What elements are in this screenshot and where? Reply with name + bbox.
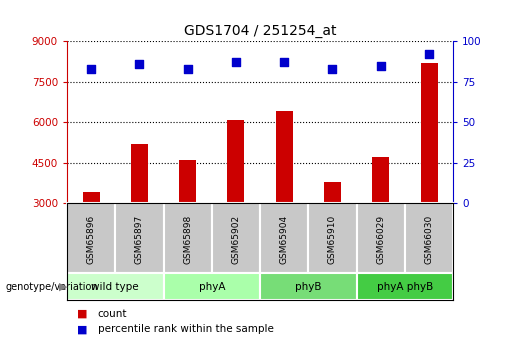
Text: percentile rank within the sample: percentile rank within the sample — [98, 324, 274, 334]
Text: GSM65902: GSM65902 — [231, 215, 241, 264]
Bar — [308, 203, 356, 273]
Text: GSM65910: GSM65910 — [328, 215, 337, 264]
Bar — [405, 203, 453, 273]
Text: GSM65898: GSM65898 — [183, 215, 192, 264]
Text: GSM65897: GSM65897 — [135, 215, 144, 264]
Bar — [163, 203, 212, 273]
Bar — [372, 157, 389, 203]
Bar — [163, 273, 260, 300]
Title: GDS1704 / 251254_at: GDS1704 / 251254_at — [184, 23, 336, 38]
Text: GSM66030: GSM66030 — [424, 215, 434, 264]
Point — [232, 60, 240, 65]
Bar — [212, 203, 260, 273]
Point — [87, 66, 95, 72]
Point — [183, 66, 192, 72]
Bar — [82, 192, 99, 203]
Point — [329, 66, 337, 72]
Bar — [421, 63, 438, 203]
Bar — [356, 273, 453, 300]
Point — [135, 61, 144, 67]
Bar — [67, 203, 115, 273]
Text: phyA phyB: phyA phyB — [377, 282, 433, 292]
Point — [425, 51, 433, 57]
Bar — [228, 120, 245, 203]
Bar — [179, 160, 196, 203]
Text: ▶: ▶ — [59, 282, 68, 292]
Text: GSM65896: GSM65896 — [87, 215, 96, 264]
Bar — [67, 273, 163, 300]
Text: count: count — [98, 309, 127, 319]
Text: genotype/variation: genotype/variation — [5, 282, 98, 292]
Bar — [356, 203, 405, 273]
Text: phyA: phyA — [199, 282, 225, 292]
Bar — [260, 273, 356, 300]
Text: phyB: phyB — [295, 282, 321, 292]
Bar — [131, 144, 148, 203]
Bar — [260, 203, 308, 273]
Text: GSM65904: GSM65904 — [280, 215, 289, 264]
Text: wild type: wild type — [92, 282, 139, 292]
Text: ■: ■ — [77, 324, 88, 334]
Text: GSM66029: GSM66029 — [376, 215, 385, 264]
Point — [280, 60, 288, 65]
Point — [376, 63, 385, 68]
Bar — [115, 203, 163, 273]
Text: ■: ■ — [77, 309, 88, 319]
Bar — [324, 181, 341, 203]
Bar — [276, 111, 293, 203]
